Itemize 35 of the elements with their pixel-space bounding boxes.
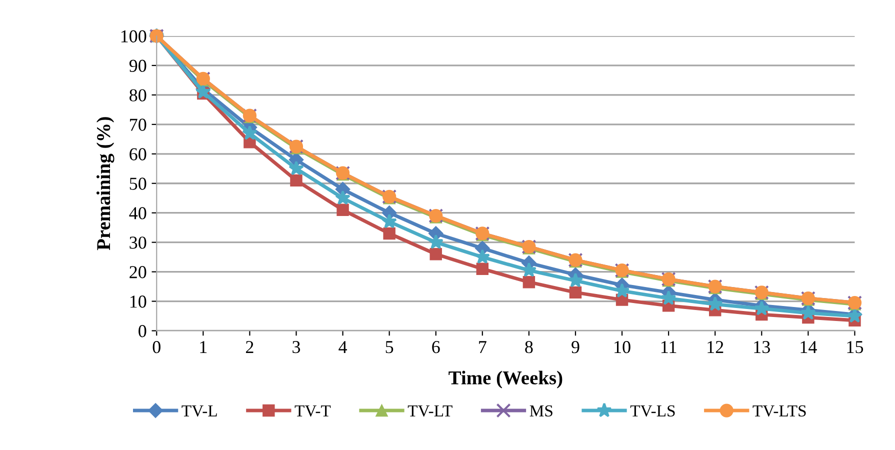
x-tick-label: 9	[572, 341, 580, 354]
legend-label: TV-LT	[408, 405, 452, 417]
y-tick-label: 0	[138, 325, 146, 338]
legend-label: MS	[530, 405, 552, 417]
y-tick-label: 40	[129, 207, 146, 220]
y-tick-label: 10	[130, 296, 146, 308]
y-axis-title: Premaining (%)	[96, 117, 114, 250]
x-tick-label: 3	[292, 341, 300, 354]
x-tick-label: 6	[432, 341, 440, 354]
x-tick-label: 2	[246, 341, 254, 353]
x-tick-label: 1	[200, 341, 207, 353]
legend-label: TV-T	[294, 405, 331, 417]
x-tick-label: 11	[661, 341, 676, 353]
x-tick-label: 10	[614, 340, 630, 354]
x-tick-label: 12	[708, 341, 724, 353]
y-tick-label: 70	[130, 118, 146, 131]
x-tick-label: 14	[800, 341, 817, 353]
legend-label: TV-LS	[630, 405, 675, 417]
legend-label: TV-L	[182, 405, 217, 417]
y-tick-label: 50	[130, 178, 146, 190]
legend-label: TV-LTS	[752, 405, 806, 417]
y-tick-label: 60	[130, 148, 146, 160]
y-tick-label: 30	[130, 236, 146, 249]
x-tick-label: 5	[386, 341, 394, 354]
y-tick-label: 100	[121, 30, 146, 42]
x-tick-label: 7	[479, 341, 486, 353]
x-tick-label: 13	[754, 341, 770, 354]
x-tick-label: 4	[338, 341, 348, 353]
y-tick-label: 90	[129, 60, 146, 72]
x-tick-label: 8	[525, 340, 533, 354]
y-tick-label: 80	[130, 89, 146, 102]
x-axis-title: Time (Weeks)	[448, 370, 562, 388]
y-tick-label: 20	[130, 266, 146, 278]
x-tick-label: 15	[847, 341, 864, 354]
x-tick-label: 0	[152, 340, 160, 354]
